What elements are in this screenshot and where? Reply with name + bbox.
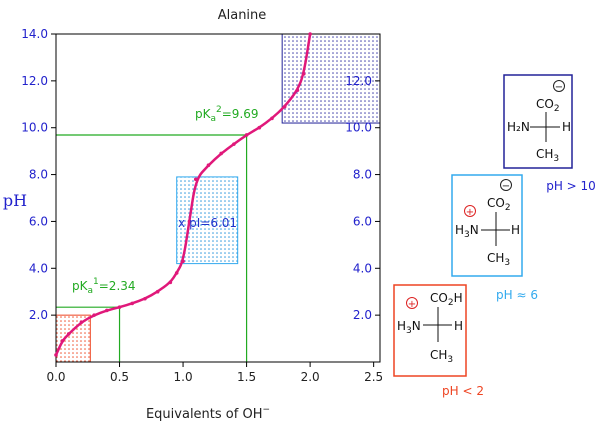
curve-point xyxy=(257,125,262,130)
methyl-group: CH3 xyxy=(430,348,453,365)
carboxylate-group: CO2 xyxy=(487,196,511,213)
x-tick-label: 2.0 xyxy=(301,370,320,384)
carboxylate-group: CO2 xyxy=(536,97,560,114)
curve-point xyxy=(66,332,71,336)
y-right-tick-label: 2.0 xyxy=(353,308,372,322)
curve-point xyxy=(155,289,160,294)
hydrogen-atom: H xyxy=(454,319,463,333)
y-right-tick-label: 10.0 xyxy=(345,121,372,135)
y-tick-label: 12.0 xyxy=(21,74,48,88)
ammonium-group: H3N xyxy=(397,319,421,336)
y-right-tick-label: 8.0 xyxy=(353,168,372,182)
high-ph-region xyxy=(281,33,381,124)
curve-point xyxy=(219,151,223,156)
curve-point xyxy=(295,88,300,93)
curve-point xyxy=(282,104,287,109)
mid-ph-region xyxy=(176,176,239,265)
y-axis-right-ticks: 2.0 4.0 6.0 8.0 10.0 12.0 xyxy=(345,74,380,322)
low-ph-region xyxy=(55,314,91,363)
x-tick-label: 0.5 xyxy=(110,370,129,384)
minus-charge-icon xyxy=(553,80,565,92)
svg-text:−: − xyxy=(502,181,510,192)
svg-text:+: + xyxy=(408,299,416,310)
x-tick-label: 2.5 xyxy=(364,370,383,384)
curve-point xyxy=(92,313,96,317)
curve-point xyxy=(143,296,147,301)
curve-line xyxy=(54,32,312,357)
curve-point xyxy=(308,32,312,36)
curve-point xyxy=(270,116,274,121)
curve-point xyxy=(181,259,185,264)
low-ph-label: pH < 2 xyxy=(442,384,484,398)
y-right-tick-label: 4.0 xyxy=(353,261,372,275)
curve-point xyxy=(130,301,135,306)
pka2-label: pKa2=9.69 xyxy=(195,105,259,124)
y-tick-label: 2.0 xyxy=(29,308,48,322)
svg-text:+: + xyxy=(466,207,474,218)
y-right-tick-label: 6.0 xyxy=(353,214,372,228)
curve-point xyxy=(206,163,211,167)
minus-charge-icon xyxy=(500,179,512,191)
y-tick-label: 4.0 xyxy=(29,261,48,275)
curve-point xyxy=(174,271,179,275)
curve-point xyxy=(54,353,58,357)
hydrogen-atom: H xyxy=(562,120,571,134)
curve-point xyxy=(301,72,306,76)
plot-frame xyxy=(55,33,381,363)
curve-point xyxy=(105,308,109,313)
curve-point xyxy=(193,177,198,182)
chart-title: Alanine xyxy=(218,8,267,23)
x-tick-label: 0.0 xyxy=(46,370,65,384)
y-tick-label: 14.0 xyxy=(21,27,48,41)
high-ph-box xyxy=(503,74,573,169)
carboxyl-group: CO2H xyxy=(430,291,463,308)
amino-group: H₂N xyxy=(507,120,530,134)
curve-point xyxy=(168,280,173,285)
curve-point xyxy=(117,305,122,309)
shaded-regions xyxy=(55,33,381,363)
structure-low-ph: + CO2H H3N H CH3 pH < 2 xyxy=(393,284,484,398)
curve-point xyxy=(79,320,84,324)
y-tick-label: 10.0 xyxy=(21,121,48,135)
x-axis-title: Equivalents of OH− xyxy=(146,405,270,422)
mid-ph-label: pH ≈ 6 xyxy=(496,288,538,302)
high-ph-label: pH > 10 xyxy=(546,179,596,193)
x-tick-label: 1.0 xyxy=(174,370,193,384)
low-ph-box xyxy=(393,284,467,377)
methyl-group: CH3 xyxy=(487,251,510,268)
structure-mid-ph: − + CO2 H3N H CH3 pH ≈ 6 xyxy=(451,174,538,302)
y-tick-label: 8.0 xyxy=(29,168,48,182)
methyl-group: CH3 xyxy=(536,147,559,164)
titration-curve xyxy=(54,32,312,357)
pka1-label: pKa1=2.34 xyxy=(72,277,136,296)
pi-label: x pI=6.01 xyxy=(178,216,237,230)
curve-point xyxy=(232,142,236,146)
curve-point xyxy=(187,219,192,224)
mid-ph-box xyxy=(451,174,523,277)
structure-high-ph: − CO2 H₂N H CH3 pH > 10 xyxy=(503,74,596,193)
curve-point xyxy=(60,339,65,343)
x-axis-ticks: 0.0 0.5 1.0 1.5 2.0 2.5 xyxy=(46,362,383,384)
x-tick-label: 1.5 xyxy=(237,370,256,384)
svg-text:−: − xyxy=(555,82,563,93)
plus-charge-icon xyxy=(464,205,476,217)
hydrogen-atom: H xyxy=(511,223,520,237)
y-right-tick-label: 12.0 xyxy=(345,74,372,88)
pka-reference-lines xyxy=(56,134,248,362)
curve-point xyxy=(244,133,249,137)
ammonium-group: H3N xyxy=(455,223,479,240)
plus-charge-icon xyxy=(406,297,418,309)
y-tick-label: 6.0 xyxy=(29,214,48,228)
y-axis-title: pH xyxy=(3,191,27,210)
y-axis-left-ticks: 2.0 4.0 6.0 8.0 10.0 12.0 14.0 xyxy=(21,27,56,322)
